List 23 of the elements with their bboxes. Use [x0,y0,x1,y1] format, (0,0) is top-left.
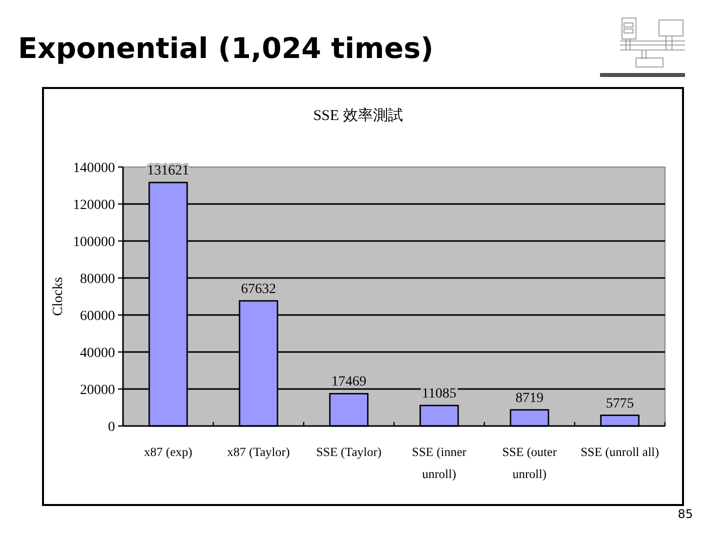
x-tick-label: x87 (Taylor) [227,445,290,459]
x-tick-label: SSE (Taylor) [316,445,382,459]
data-label: 67632 [241,282,276,297]
y-tick-label: 0 [108,420,115,435]
x-tick-label: SSE (unroll all) [580,445,660,459]
data-label: 5775 [606,396,634,412]
x-tick-label: x87 (exp) [144,445,192,459]
data-label: 8719 [516,390,544,406]
chart-title: Exponential (1,024 times) [18,32,434,65]
data-label: 131621 [147,164,190,178]
data-label: 17469 [331,374,366,390]
y-tick-label: 40000 [80,346,115,361]
y-tick-label: 100000 [73,235,115,250]
y-tick-label: 20000 [80,383,115,398]
x-tick-label: SSE (outer unroll) [502,445,558,481]
y-tick-label: 120000 [73,198,115,213]
y-tick-label: 140000 [73,161,115,176]
text: 85 [678,507,693,521]
y-axis-title: Clocks [51,277,66,316]
y-tick-label: 60000 [80,309,115,324]
x-tick-label: SSE (inner unroll) [412,445,468,481]
chart-subtitle: SSE 效率測試 [313,107,403,124]
y-tick-label: 80000 [80,272,115,287]
